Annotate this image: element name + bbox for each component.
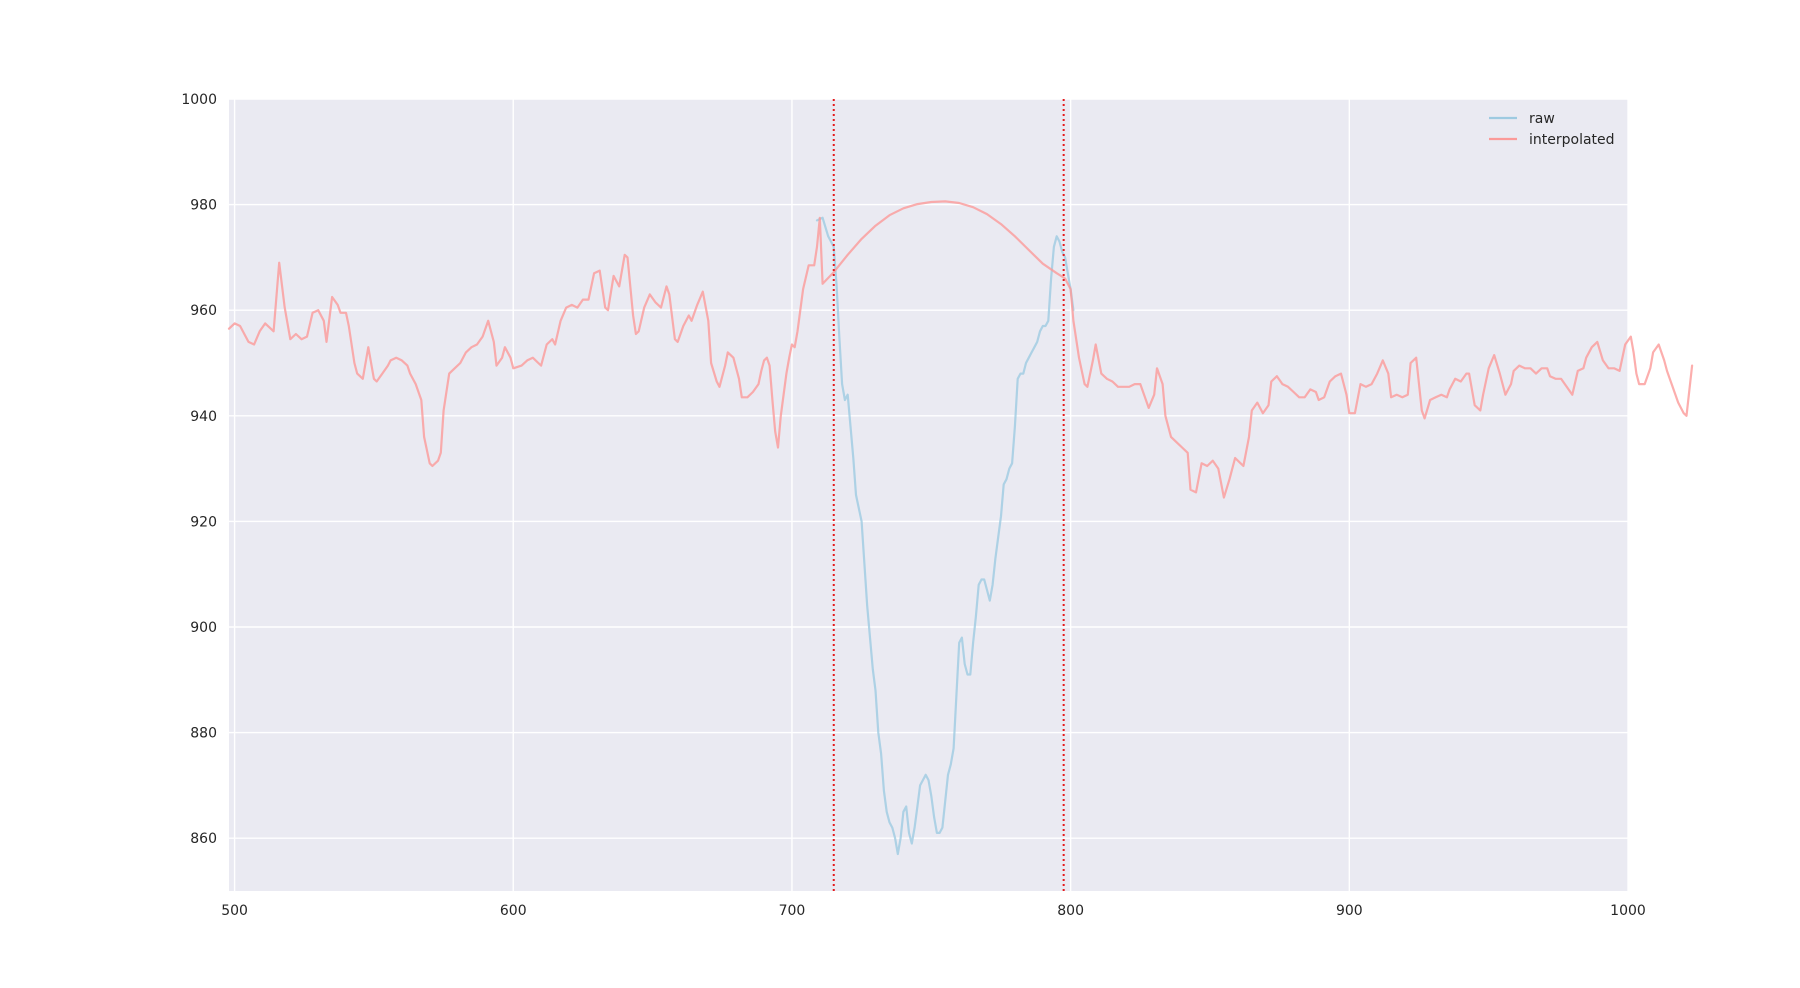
plot-background — [229, 99, 1628, 891]
legend-label-interpolated: interpolated — [1529, 132, 1615, 148]
legend-label-raw: raw — [1529, 111, 1555, 127]
y-tick-label: 960 — [190, 303, 217, 319]
y-tick-label: 880 — [190, 726, 217, 742]
vertical-marker-lines — [832, 99, 1065, 891]
x-axis-ticks: 500 600 700 800 900 1000 — [221, 903, 1646, 919]
y-tick-label: 860 — [190, 831, 217, 847]
x-tick-label: 600 — [500, 903, 527, 919]
x-tick-label: 800 — [1057, 903, 1084, 919]
y-tick-label: 1000 — [181, 92, 217, 108]
y-tick-label: 900 — [190, 620, 217, 636]
series-lines — [227, 200, 1694, 856]
series-line-raw — [815, 216, 1075, 856]
x-tick-label: 500 — [221, 903, 248, 919]
x-tick-label: 1000 — [1610, 903, 1646, 919]
y-tick-label: 920 — [190, 514, 217, 530]
grid-lines — [229, 98, 1629, 891]
y-axis-ticks: 860 880 900 920 940 960 980 1000 — [181, 92, 217, 847]
legend: raw interpolated — [1489, 111, 1615, 148]
series-line-interpolated — [227, 200, 1694, 499]
x-tick-label: 700 — [779, 903, 806, 919]
y-tick-label: 980 — [190, 198, 217, 214]
y-tick-label: 940 — [190, 409, 217, 425]
x-tick-label: 900 — [1336, 903, 1363, 919]
